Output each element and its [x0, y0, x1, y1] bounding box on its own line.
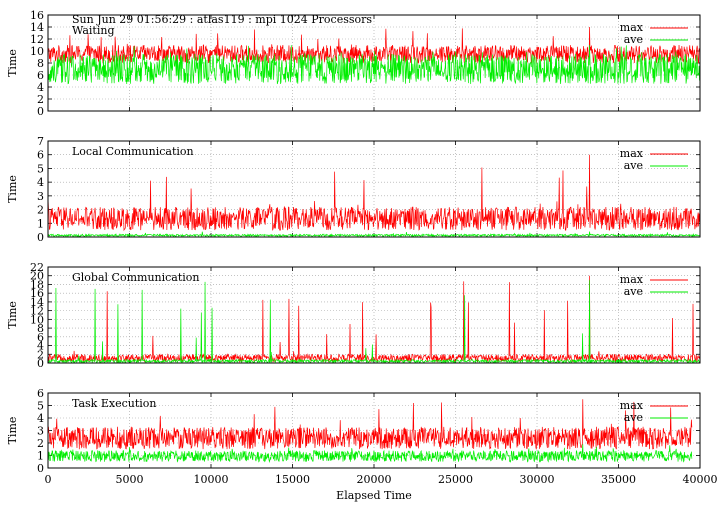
- y-tick-label: 22: [30, 261, 44, 274]
- plot-frame: [47, 266, 701, 364]
- series-line-max: [47, 399, 693, 450]
- y-axis-title: Time: [6, 49, 19, 77]
- y-tick-label: 16: [30, 287, 44, 300]
- y-tick-label: 6: [37, 69, 44, 82]
- y-tick-label: 0: [37, 231, 44, 244]
- y-tick-label: 14: [30, 296, 44, 309]
- y-axis-title: Time: [6, 175, 19, 203]
- y-tick-label: 5: [37, 162, 44, 175]
- y-tick-label: 2: [37, 437, 44, 450]
- y-tick-label: 14: [30, 21, 44, 34]
- x-tick-label: 0: [45, 473, 52, 486]
- x-tick-label: 20000: [357, 473, 392, 486]
- y-tick-label: 4: [37, 412, 44, 425]
- legend-label-ave: ave: [624, 285, 643, 298]
- y-tick-label: 5: [37, 400, 44, 413]
- legend-label-max: max: [620, 147, 644, 160]
- legend-label-ave: ave: [624, 411, 643, 424]
- y-tick-label: 4: [37, 81, 44, 94]
- series-line-ave: [47, 44, 701, 85]
- series-line-max: [47, 26, 701, 64]
- y-tick-label: 3: [37, 425, 44, 438]
- x-tick-label: 15000: [275, 473, 310, 486]
- series-line-ave: [47, 280, 701, 364]
- y-tick-label: 8: [37, 322, 44, 335]
- y-tick-label: 1: [37, 217, 44, 230]
- y-tick-label: 0: [37, 105, 44, 118]
- x-tick-label: 30000: [520, 473, 555, 486]
- y-tick-label: 0: [37, 462, 44, 475]
- series-line-max: [47, 275, 701, 364]
- y-tick-label: 1: [37, 450, 44, 463]
- series-line-ave: [47, 231, 701, 238]
- y-tick-label: 18: [30, 278, 44, 291]
- plot-frame: [47, 14, 701, 112]
- x-tick-label: 40000: [683, 473, 718, 486]
- y-tick-label: 10: [30, 45, 44, 58]
- y-tick-label: 2: [37, 204, 44, 217]
- panel-title: Global Communication: [72, 271, 200, 284]
- y-axis-title: Time: [6, 417, 19, 445]
- legend-label-ave: ave: [624, 33, 643, 46]
- y-tick-label: 3: [37, 190, 44, 203]
- y-tick-label: 16: [30, 9, 44, 22]
- panel-title: Task Execution: [72, 397, 156, 410]
- x-tick-label: 25000: [438, 473, 473, 486]
- y-tick-label: 4: [37, 176, 44, 189]
- legend-label-max: max: [620, 399, 644, 412]
- series-line-max: [47, 154, 701, 232]
- y-tick-label: 2: [37, 348, 44, 361]
- x-tick-label: 35000: [601, 473, 636, 486]
- panel-title: Local Communication: [72, 145, 194, 158]
- panel-title: Waiting: [72, 24, 115, 37]
- x-tick-label: 10000: [194, 473, 229, 486]
- legend-label-ave: ave: [624, 159, 643, 172]
- series-line-ave: [47, 444, 693, 463]
- x-tick-label: 5000: [116, 473, 144, 486]
- y-tick-label: 10: [30, 313, 44, 326]
- y-tick-label: 7: [37, 135, 44, 148]
- y-tick-label: 12: [30, 305, 44, 318]
- y-tick-label: 0: [37, 357, 44, 370]
- run-info-header: Sun Jun 29 01:56:29 : atlas119 : mpi 102…: [72, 13, 372, 26]
- y-tick-label: 2: [37, 93, 44, 106]
- y-tick-label: 20: [30, 270, 44, 283]
- y-tick-label: 6: [37, 149, 44, 162]
- legend-label-max: max: [620, 21, 644, 34]
- y-tick-label: 4: [37, 340, 44, 353]
- plot-frame: [47, 140, 701, 238]
- y-tick-label: 8: [37, 57, 44, 70]
- x-axis-title: Elapsed Time: [336, 489, 412, 502]
- y-tick-label: 6: [37, 387, 44, 400]
- y-tick-label: 12: [30, 33, 44, 46]
- y-tick-label: 6: [37, 331, 44, 344]
- y-axis-title: Time: [6, 301, 19, 329]
- legend-label-max: max: [620, 273, 644, 286]
- plot-frame: [47, 392, 701, 469]
